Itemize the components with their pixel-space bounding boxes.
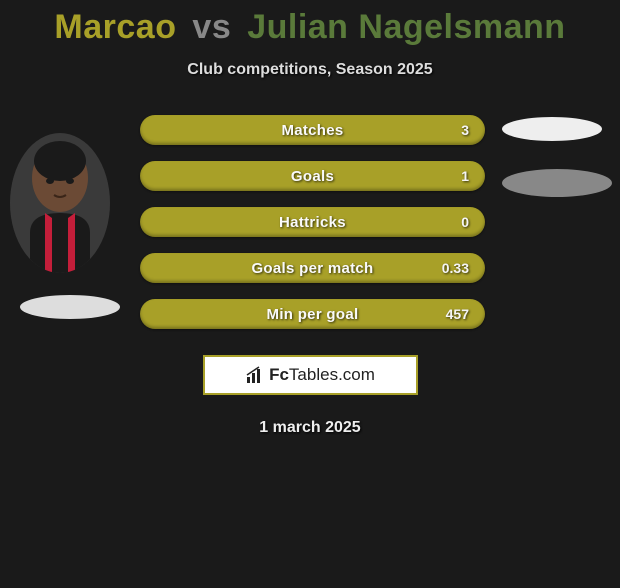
stat-value: 457 xyxy=(446,306,469,322)
player1-avatar xyxy=(10,133,110,273)
stat-bar-hattricks: Hattricks 0 xyxy=(140,207,485,237)
stat-value: 3 xyxy=(461,122,469,138)
stat-label: Goals per match xyxy=(251,260,373,277)
stat-value: 0.33 xyxy=(442,260,469,276)
decorative-oval-left xyxy=(20,295,120,319)
vs-label: vs xyxy=(192,8,231,46)
player1-name: Marcao xyxy=(54,8,176,46)
stat-bar-matches: Matches 3 xyxy=(140,115,485,145)
subtitle: Club competitions, Season 2025 xyxy=(0,61,620,79)
logo-text: FcTables.com xyxy=(269,365,375,385)
content-area: Matches 3 Goals 1 Hattricks 0 Goals per … xyxy=(0,115,620,335)
stat-bar-goals: Goals 1 xyxy=(140,161,485,191)
stat-label: Hattricks xyxy=(279,214,346,231)
stat-label: Min per goal xyxy=(267,306,359,323)
stat-value: 1 xyxy=(461,168,469,184)
logo-text-rest: Tables.com xyxy=(289,365,375,384)
decorative-oval-right-2 xyxy=(502,169,612,197)
stat-value: 0 xyxy=(461,214,469,230)
comparison-title: Marcao vs Julian Nagelsmann xyxy=(0,8,620,47)
chart-icon xyxy=(245,365,265,385)
stat-bar-goals-per-match: Goals per match 0.33 xyxy=(140,253,485,283)
stat-label: Goals xyxy=(291,168,334,185)
player2-name: Julian Nagelsmann xyxy=(247,8,565,46)
stat-bar-min-per-goal: Min per goal 457 xyxy=(140,299,485,329)
decorative-oval-right-1 xyxy=(502,117,602,141)
stat-label: Matches xyxy=(281,122,343,139)
stats-bars: Matches 3 Goals 1 Hattricks 0 Goals per … xyxy=(140,115,485,345)
date-label: 1 march 2025 xyxy=(0,419,620,437)
logo-box: FcTables.com xyxy=(203,355,418,395)
logo-text-first: Fc xyxy=(269,365,289,384)
